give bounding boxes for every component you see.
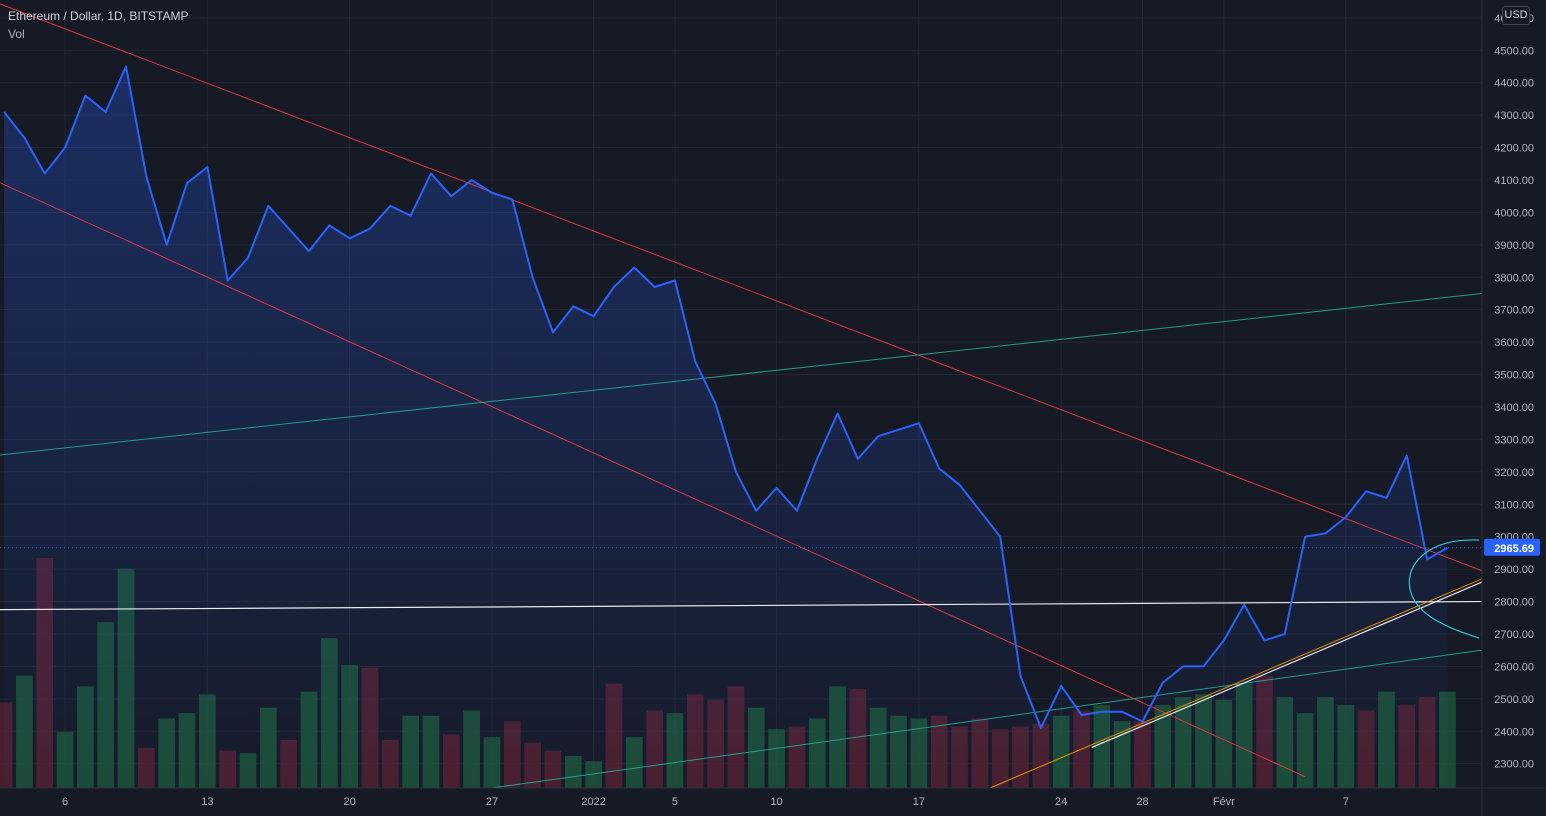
price-axis-ticks: 4600.004500.004400.004300.004200.004100.… (1494, 13, 1534, 771)
time-tick-label: 5 (672, 796, 678, 808)
currency-button[interactable]: USD (1502, 6, 1530, 25)
trendline-lower-uptrend (491, 649, 1483, 789)
time-tick-label: 7 (1343, 796, 1349, 808)
trendline-white-rising-line (1091, 581, 1483, 749)
price-tick-label: 3100.00 (1494, 499, 1534, 511)
last-price-badge: 2965.69 (1484, 538, 1540, 556)
symbol-title[interactable]: Ethereum / Dollar, 1D, BITSTAMP (8, 9, 189, 23)
time-tick-label: 2022 (581, 796, 605, 808)
last-price-badge-bg (1484, 538, 1540, 556)
time-axis-ticks: 6 13 20 27 2022 5 10 17 24 28 Févr 7 (62, 796, 1349, 808)
price-tick-label: 4400.00 (1494, 78, 1534, 90)
last-price-label: 2965.69 (1494, 543, 1534, 555)
price-tick-label: 2500.00 (1494, 694, 1534, 706)
trendline-upper-uptrend (0, 292, 1483, 456)
price-tick-label: 4100.00 (1494, 175, 1534, 187)
price-tick-label: 4200.00 (1494, 143, 1534, 155)
price-tick-label: 2600.00 (1494, 661, 1534, 673)
trendlines[interactable] (0, 2, 1483, 789)
time-tick-label: 10 (770, 796, 782, 808)
price-tick-label: 2300.00 (1494, 759, 1534, 771)
price-tick-label: 2900.00 (1494, 564, 1534, 576)
price-tick-label: 3200.00 (1494, 467, 1534, 479)
price-tick-label: 3600.00 (1494, 337, 1534, 349)
price-tick-label: 3400.00 (1494, 402, 1534, 414)
price-tick-label: 2700.00 (1494, 629, 1534, 641)
time-tick-label: 17 (913, 796, 925, 808)
price-area-fill (4, 66, 1448, 788)
price-tick-label: 4300.00 (1494, 110, 1534, 122)
time-tick-label: 13 (201, 796, 213, 808)
trendline-upper-downtrend (0, 3, 1483, 572)
time-tick-label: Févr (1213, 796, 1235, 808)
price-tick-label: 3700.00 (1494, 305, 1534, 317)
trendline-support-line (0, 600, 1483, 611)
price-axis[interactable] (1482, 0, 1546, 816)
time-tick-label: 6 (62, 796, 68, 808)
price-tick-label: 3300.00 (1494, 434, 1534, 446)
price-tick-label: 3900.00 (1494, 240, 1534, 252)
price-tick-label: 4500.00 (1494, 45, 1534, 57)
price-tick-label: 2800.00 (1494, 597, 1534, 609)
time-tick-label: 27 (486, 796, 498, 808)
price-tick-label: 4000.00 (1494, 207, 1534, 219)
trendline-lower-downtrend (0, 182, 1306, 778)
price-tick-label: 2400.00 (1494, 726, 1534, 738)
price-line (3, 65, 1448, 729)
time-tick-label: 24 (1055, 796, 1067, 808)
trendline-orange-rising-line (989, 578, 1483, 789)
time-tick-label: 28 (1136, 796, 1148, 808)
price-tick-label: 3500.00 (1494, 370, 1534, 382)
circle-annotation (1408, 539, 1480, 639)
price-tick-label: 3800.00 (1494, 272, 1534, 284)
time-tick-label: 20 (344, 796, 356, 808)
time-axis[interactable] (0, 788, 1546, 816)
volume-indicator-label[interactable]: Vol (8, 27, 25, 41)
